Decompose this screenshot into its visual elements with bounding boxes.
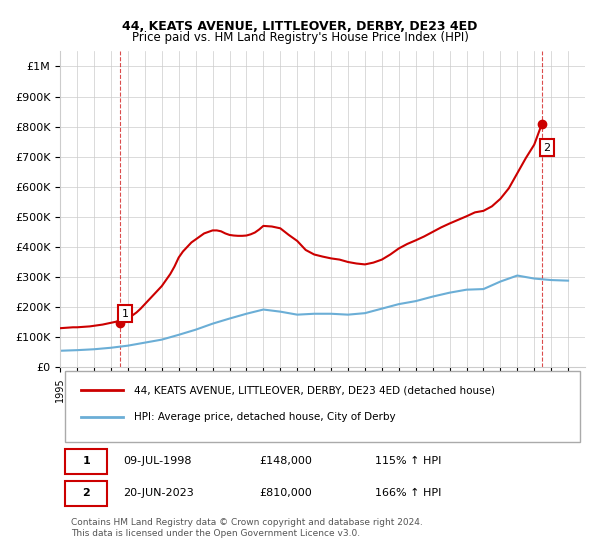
Text: 115% ↑ HPI: 115% ↑ HPI [375, 456, 442, 466]
Text: 1: 1 [122, 309, 128, 319]
Text: Contains HM Land Registry data © Crown copyright and database right 2024.
This d: Contains HM Land Registry data © Crown c… [71, 519, 422, 538]
Text: HPI: Average price, detached house, City of Derby: HPI: Average price, detached house, City… [134, 412, 395, 422]
Text: 166% ↑ HPI: 166% ↑ HPI [375, 488, 442, 498]
FancyBboxPatch shape [65, 481, 107, 506]
Text: 2: 2 [544, 143, 551, 153]
Text: Price paid vs. HM Land Registry's House Price Index (HPI): Price paid vs. HM Land Registry's House … [131, 31, 469, 44]
FancyBboxPatch shape [65, 449, 107, 474]
FancyBboxPatch shape [65, 371, 580, 442]
Text: 1: 1 [83, 456, 91, 466]
Text: 44, KEATS AVENUE, LITTLEOVER, DERBY, DE23 4ED (detached house): 44, KEATS AVENUE, LITTLEOVER, DERBY, DE2… [134, 385, 494, 395]
Text: £148,000: £148,000 [260, 456, 313, 466]
Text: 44, KEATS AVENUE, LITTLEOVER, DERBY, DE23 4ED: 44, KEATS AVENUE, LITTLEOVER, DERBY, DE2… [122, 20, 478, 32]
Text: 20-JUN-2023: 20-JUN-2023 [123, 488, 194, 498]
Text: 2: 2 [83, 488, 91, 498]
Text: 09-JUL-1998: 09-JUL-1998 [123, 456, 191, 466]
Text: £810,000: £810,000 [260, 488, 313, 498]
